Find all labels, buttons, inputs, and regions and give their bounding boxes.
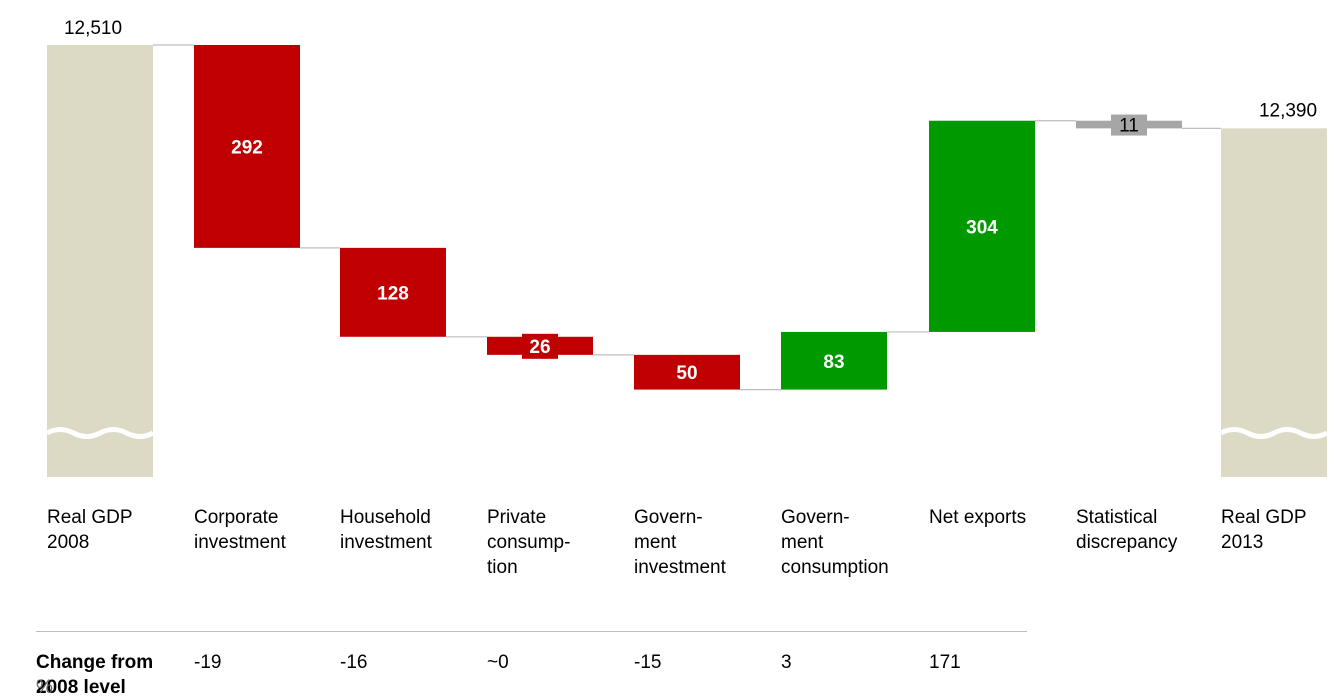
- data-label-household-investment: 128: [377, 283, 409, 304]
- change-value: ~0: [487, 652, 509, 673]
- axis-break-mark: [45, 427, 155, 439]
- change-value: -19: [194, 652, 222, 673]
- label-box-statistical-discrepancy: [1111, 114, 1147, 136]
- category-label: Statistical discrepancy: [1076, 507, 1178, 553]
- data-label-government-investment: 50: [676, 363, 697, 384]
- waterfall-chart: 12,510 292 128 26 50 83 304 11 12,390: [45, 18, 1329, 478]
- data-label-statistical-discrepancy: 11: [1119, 116, 1139, 137]
- change-value: 171: [929, 652, 961, 673]
- change-row-unit: %: [36, 677, 53, 698]
- bar-net-exports: [929, 120, 1035, 332]
- category-label: Real GDP 2013: [1221, 507, 1307, 553]
- change-value: -16: [340, 652, 368, 673]
- category-label: Net exports: [929, 507, 1027, 528]
- change-value: 3: [781, 652, 792, 673]
- bar-corporate-investment: [194, 45, 300, 248]
- change-row-title: Change from 2008 level: [36, 652, 154, 698]
- category-label: Private consump- tion: [487, 507, 571, 578]
- bar-government-investment: [634, 354, 740, 390]
- separator-line: [36, 631, 1027, 632]
- change-value: -15: [634, 652, 662, 673]
- bar-real-gdp-2013: [1221, 128, 1327, 478]
- bar-government-consumption: [781, 331, 887, 390]
- category-label: Govern- ment consumption: [781, 507, 889, 578]
- bar-household-investment: [340, 247, 446, 337]
- data-label-real-gdp-2013: 12,390: [1259, 100, 1317, 121]
- axis-break-mark: [1219, 427, 1329, 439]
- data-label-real-gdp-2008: 12,510: [64, 18, 122, 39]
- category-label: Corporate investment: [194, 507, 286, 553]
- category-label: Real GDP 2008: [47, 507, 133, 553]
- data-label-private-consumption: 26: [529, 337, 550, 358]
- category-label: Govern- ment investment: [634, 507, 726, 578]
- category-label: Household investment: [340, 507, 432, 553]
- data-label-corporate-investment: 292: [231, 137, 263, 158]
- bar-real-gdp-2008: [47, 45, 153, 477]
- data-label-net-exports: 304: [966, 217, 998, 238]
- label-box-private-consumption: [522, 333, 558, 359]
- data-label-government-consumption: 83: [823, 352, 844, 373]
